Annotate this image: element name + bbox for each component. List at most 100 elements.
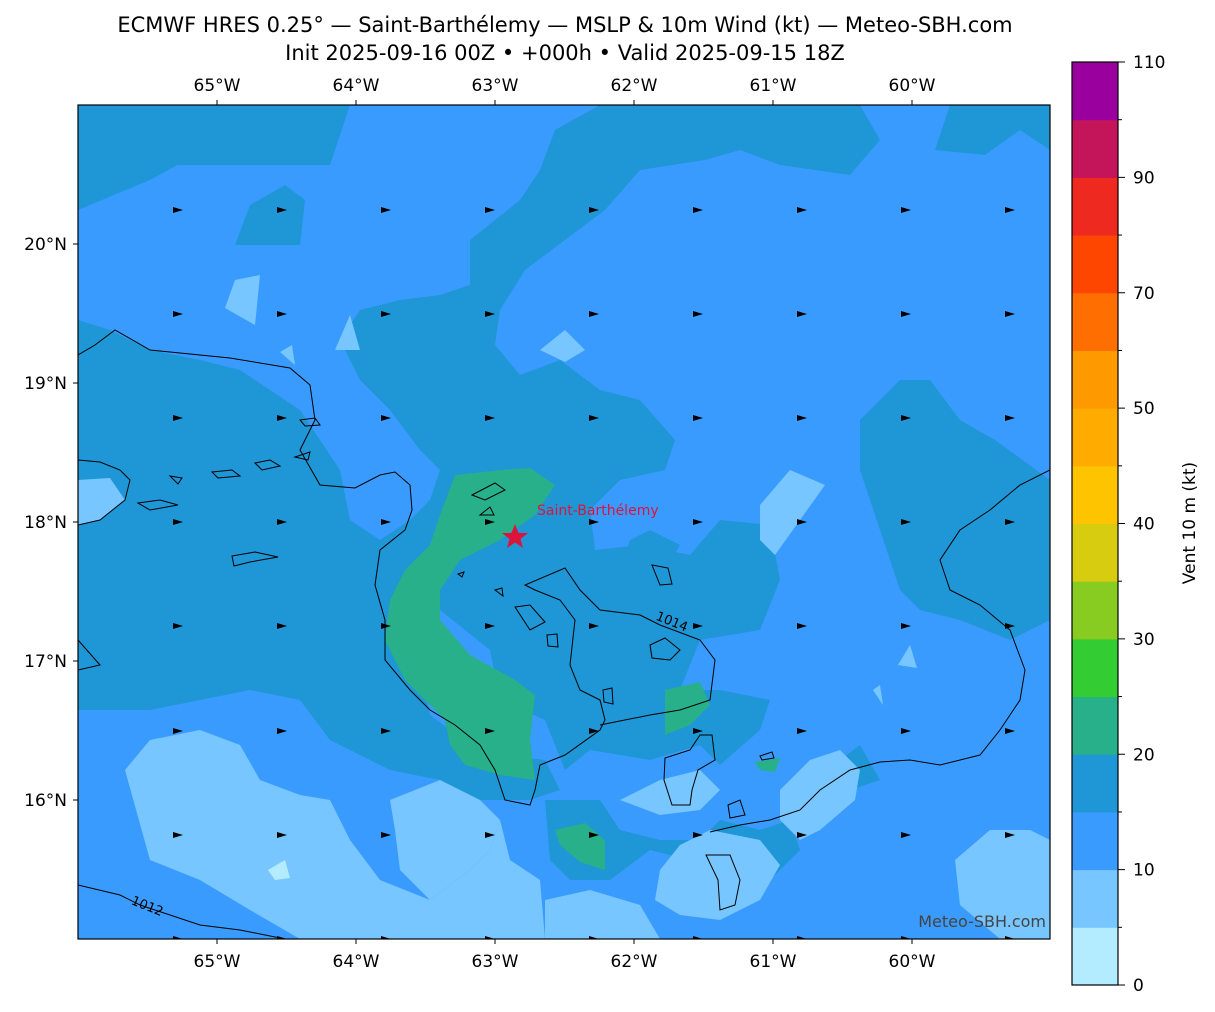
wind-arrow xyxy=(901,207,911,213)
colorbar-band xyxy=(1072,638,1118,698)
colorbar-tick-label: 10 xyxy=(1133,861,1155,881)
wind-arrow xyxy=(901,832,911,838)
colorbar-band xyxy=(1072,350,1118,409)
wind-barbs xyxy=(173,207,1015,939)
wind-arrow xyxy=(277,623,287,629)
wind-arrow xyxy=(173,207,183,213)
lon-label: 64°W xyxy=(333,952,380,972)
wind-arrow xyxy=(693,728,703,734)
place-label: Saint-Barthélemy xyxy=(537,503,659,519)
wind-band-20-25 xyxy=(385,468,780,870)
wind-arrow xyxy=(485,519,495,525)
lon-label: 61°W xyxy=(750,76,797,96)
lon-label: 62°W xyxy=(611,76,658,96)
wind-arrow xyxy=(901,623,911,629)
wind-arrow xyxy=(693,936,703,939)
wind-arrow xyxy=(797,207,807,213)
colorbar-tick-label: 90 xyxy=(1133,168,1155,188)
wind-arrow xyxy=(589,415,599,421)
latitude-labels: 20°N 19°N 18°N 17°N 16°N xyxy=(24,235,67,811)
wind-arrow xyxy=(589,936,599,939)
wind-arrow xyxy=(797,415,807,421)
coastlines xyxy=(78,329,1050,939)
wind-arrow xyxy=(1005,936,1015,939)
wind-arrow xyxy=(797,936,807,939)
wind-arrow xyxy=(1005,728,1015,734)
wind-arrow xyxy=(1005,311,1015,317)
wind-arrow xyxy=(797,311,807,317)
wind-arrow xyxy=(797,623,807,629)
map-title: ECMWF HRES 0.25° — Saint-Barthélemy — MS… xyxy=(117,13,1013,37)
wind-arrow xyxy=(173,311,183,317)
colorbar-band xyxy=(1072,523,1118,582)
wind-arrow xyxy=(381,832,391,838)
wind-arrow xyxy=(589,311,599,317)
wind-arrow xyxy=(1005,415,1015,421)
wind-arrow xyxy=(901,519,911,525)
colorbar-tick-label: 50 xyxy=(1133,399,1155,419)
wind-arrow xyxy=(1005,519,1015,525)
watermark: Meteo-SBH.com xyxy=(918,912,1046,931)
wind-arrow xyxy=(173,415,183,421)
wind-arrow xyxy=(277,936,287,939)
wind-arrow xyxy=(277,207,287,213)
lon-label: 65°W xyxy=(194,952,241,972)
map-area[interactable]: 1014 1012 Saint-Barthélemy Meteo-SBH.com xyxy=(78,105,1050,942)
wind-arrow xyxy=(381,623,391,629)
lon-label: 60°W xyxy=(889,952,936,972)
colorbar-tick-label: 70 xyxy=(1133,284,1155,304)
longitude-labels-bottom: 65°W 64°W 63°W 62°W 61°W 60°W xyxy=(194,952,936,972)
colorbar-band xyxy=(1072,177,1118,236)
wind-arrow xyxy=(1005,832,1015,838)
wind-arrow xyxy=(277,415,287,421)
wind-arrow xyxy=(277,832,287,838)
wind-arrow xyxy=(693,832,703,838)
wind-arrow xyxy=(901,728,911,734)
wind-arrow xyxy=(485,207,495,213)
wind-arrow xyxy=(173,832,183,838)
lon-label: 62°W xyxy=(611,952,658,972)
wind-arrow xyxy=(589,832,599,838)
lat-label: 20°N xyxy=(24,235,67,255)
colorbar-band xyxy=(1072,754,1118,813)
wind-arrow xyxy=(485,623,495,629)
wind-band-5-10 xyxy=(78,275,1050,939)
wind-arrow xyxy=(1005,623,1015,629)
wind-arrow xyxy=(693,519,703,525)
saint-barthelemy-star-marker[interactable] xyxy=(502,524,528,548)
longitude-labels-top: 65°W 64°W 63°W 62°W 61°W 60°W xyxy=(194,76,936,96)
wind-arrow xyxy=(485,311,495,317)
colorbar: 0 10 20 30 40 50 70 90 110 Vent 10 m (kt) xyxy=(1071,53,1200,996)
lon-label: 63°W xyxy=(472,76,519,96)
lon-label: 64°W xyxy=(333,76,380,96)
wind-arrow xyxy=(589,728,599,734)
wind-arrow xyxy=(485,728,495,734)
wind-arrow xyxy=(797,728,807,734)
lat-label: 18°N xyxy=(24,513,67,533)
wind-arrow xyxy=(589,207,599,213)
colorbar-band xyxy=(1072,927,1118,986)
wind-arrow xyxy=(173,623,183,629)
colorbar-band xyxy=(1072,696,1118,755)
wind-arrow xyxy=(693,311,703,317)
colorbar-label: Vent 10 m (kt) xyxy=(1180,462,1200,584)
colorbar-band xyxy=(1072,465,1118,524)
wind-arrow xyxy=(901,936,911,939)
wind-arrow xyxy=(173,519,183,525)
wind-arrow xyxy=(589,623,599,629)
wind-arrow xyxy=(277,728,287,734)
colorbar-tick-label: 20 xyxy=(1133,745,1155,765)
wind-arrow xyxy=(381,728,391,734)
wind-arrow xyxy=(485,415,495,421)
wind-arrow xyxy=(901,415,911,421)
wind-arrow xyxy=(381,415,391,421)
colorbar-band xyxy=(1072,408,1118,467)
wind-arrow xyxy=(589,519,599,525)
wind-arrow xyxy=(173,936,183,939)
wind-arrow xyxy=(485,936,495,939)
wind-arrow xyxy=(381,936,391,939)
wind-arrow xyxy=(693,623,703,629)
colorbar-band xyxy=(1072,235,1118,294)
colorbar-band xyxy=(1072,62,1118,121)
